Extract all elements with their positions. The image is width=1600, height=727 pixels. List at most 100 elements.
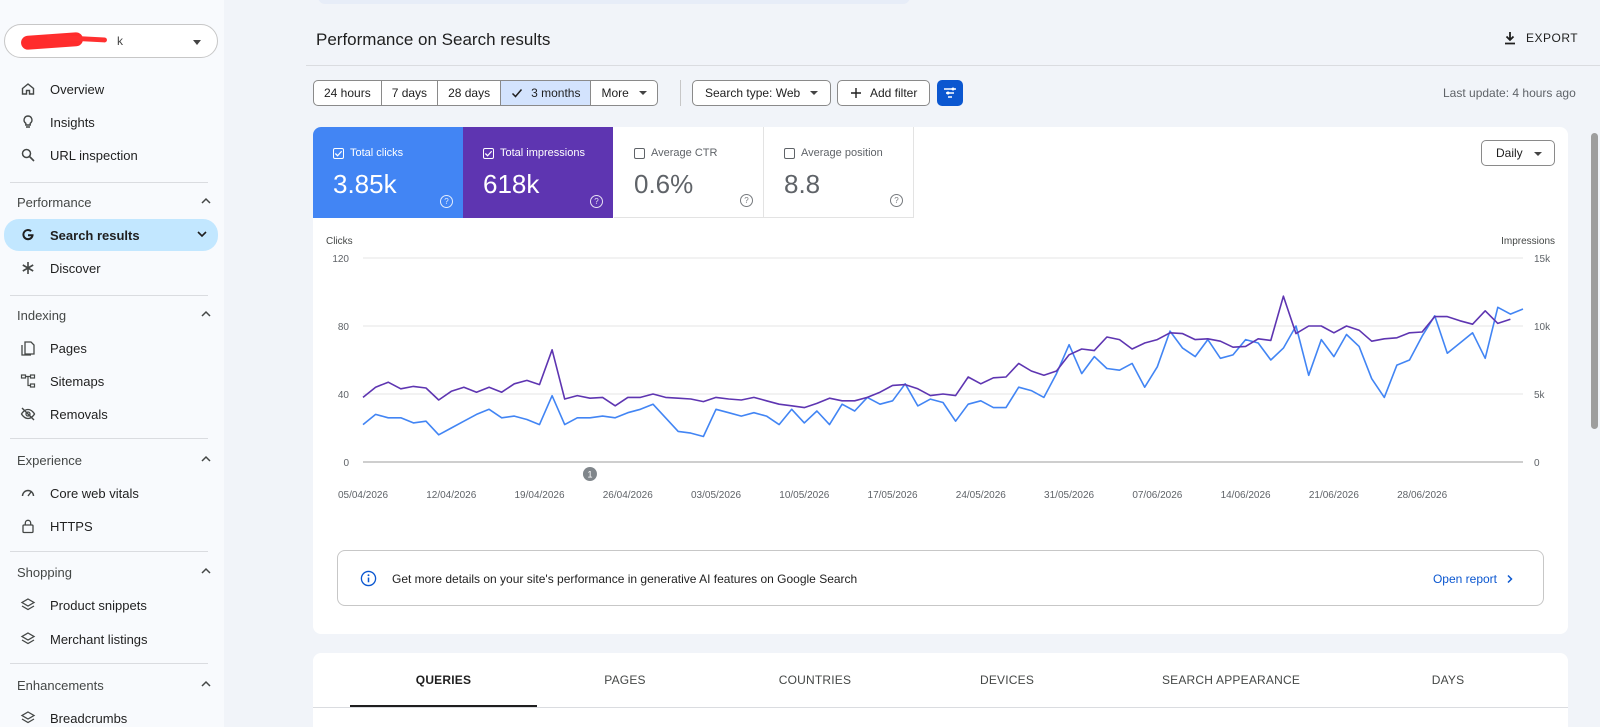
tab-queries[interactable]: QUERIES <box>415 673 472 687</box>
sidebar-item-label: Product snippets <box>50 597 147 613</box>
sidebar-item-label: Insights <box>50 114 95 130</box>
tab-countries[interactable]: COUNTRIES <box>778 673 852 687</box>
date-range-selector: 24 hours 7 days 28 days 3 months More <box>313 80 658 106</box>
layers-icon <box>20 631 36 647</box>
chevron-up-icon <box>200 565 212 580</box>
checkbox-checked-icon[interactable] <box>483 147 494 159</box>
info-icon <box>360 570 377 587</box>
sidebar-item-merchant-listings[interactable]: Merchant listings <box>4 624 218 654</box>
y-right-tick-label: 15k <box>1534 254 1551 265</box>
granularity-label: Daily <box>1496 146 1523 160</box>
chevron-up-icon <box>200 678 212 693</box>
chevron-right-icon <box>1507 574 1513 584</box>
section-shopping[interactable]: Shopping <box>17 565 212 580</box>
date-range-3-months[interactable]: 3 months <box>501 81 592 105</box>
annotation-label: 1 <box>587 470 592 480</box>
date-range-more[interactable]: More <box>591 81 656 105</box>
checkbox-unchecked-icon[interactable] <box>784 147 795 159</box>
date-range-label: 3 months <box>531 86 581 100</box>
asterisk-icon <box>20 260 36 276</box>
metric-total-impressions[interactable]: Total impressions 618k ? <box>463 127 613 218</box>
metric-label: Average position <box>801 147 883 159</box>
metric-label: Total clicks <box>350 147 404 159</box>
sidebar-item-label: Pages <box>50 340 87 356</box>
metric-value: 3.85k <box>333 169 397 199</box>
x-tick-label: 24/05/2026 <box>956 490 1006 501</box>
filter-settings-button[interactable] <box>937 80 963 106</box>
x-tick-label: 28/06/2026 <box>1397 490 1447 501</box>
tabs-divider <box>313 707 1568 708</box>
header-divider <box>306 65 1600 66</box>
chevron-down-icon <box>196 228 208 243</box>
x-tick-label: 14/06/2026 <box>1221 490 1271 501</box>
sidebar-item-core-web-vitals[interactable]: Core web vitals <box>4 478 218 508</box>
help-icon[interactable]: ? <box>890 194 903 207</box>
add-filter-button[interactable]: Add filter <box>837 80 931 106</box>
sidebar-item-overview[interactable]: Overview <box>4 74 218 104</box>
section-enhancements[interactable]: Enhancements <box>17 678 212 693</box>
sidebar-item-search-results[interactable]: Search results <box>4 219 218 251</box>
x-tick-label: 31/05/2026 <box>1044 490 1094 501</box>
lock-icon <box>20 518 36 534</box>
metric-average-position[interactable]: Average position 8.8 ? <box>764 127 914 218</box>
sidebar-item-url-inspection[interactable]: URL inspection <box>4 140 218 170</box>
section-experience[interactable]: Experience <box>17 453 212 468</box>
date-range-24-hours[interactable]: 24 hours <box>314 81 382 105</box>
help-icon[interactable]: ? <box>740 194 753 207</box>
sidebar-item-product-snippets[interactable]: Product snippets <box>4 590 218 620</box>
sidebar-divider <box>10 551 208 552</box>
check-icon <box>512 89 523 98</box>
metric-label: Total impressions <box>500 147 585 159</box>
search-type-filter[interactable]: Search type: Web <box>692 80 832 106</box>
scrollbar-thumb[interactable] <box>1591 133 1598 429</box>
sidebar-item-https[interactable]: HTTPS <box>4 511 218 541</box>
ai-features-banner: Get more details on your site's performa… <box>337 550 1544 606</box>
date-range-label: 28 days <box>448 86 491 100</box>
section-indexing[interactable]: Indexing <box>17 308 212 323</box>
download-icon <box>1505 32 1515 45</box>
clicks-series-line <box>362 306 1524 438</box>
pages-icon <box>20 340 36 356</box>
x-tick-label: 12/04/2026 <box>426 490 476 501</box>
section-title: Experience <box>17 453 83 468</box>
y-left-tick-label: 120 <box>332 254 349 265</box>
banner-text: Get more details on your site's performa… <box>392 572 858 586</box>
metric-total-clicks[interactable]: Total clicks 3.85k ? <box>313 127 463 218</box>
metric-average-ctr[interactable]: Average CTR 0.6% ? <box>614 127 764 218</box>
impressions-series-line <box>362 295 1511 409</box>
date-range-7-days[interactable]: 7 days <box>382 81 439 105</box>
tab-devices[interactable]: DEVICES <box>979 673 1035 687</box>
sidebar-item-pages[interactable]: Pages <box>4 333 218 363</box>
open-report-link[interactable]: Open report <box>1433 572 1515 586</box>
last-update-text: Last update: 4 hours ago <box>1443 86 1576 100</box>
annotation-marker <box>582 467 597 481</box>
search-icon <box>20 147 36 163</box>
sidebar-item-removals[interactable]: Removals <box>4 399 218 429</box>
page-title: Performance on Search results <box>316 30 551 49</box>
tab-pages[interactable]: PAGES <box>604 673 646 687</box>
chevron-down-icon <box>193 40 201 45</box>
export-button[interactable]: EXPORT <box>1502 30 1578 46</box>
help-icon[interactable]: ? <box>590 195 603 208</box>
sidebar-item-sitemaps[interactable]: Sitemaps <box>4 366 218 396</box>
sidebar-item-label: Breadcrumbs <box>50 710 128 726</box>
tab-search-appearance[interactable]: SEARCH APPEARANCE <box>1161 673 1301 687</box>
tab-days[interactable]: DAYS <box>1431 673 1465 687</box>
section-title: Shopping <box>17 565 72 580</box>
open-report-label: Open report <box>1432 572 1497 586</box>
dimension-tabs-card <box>313 653 1568 727</box>
sidebar-item-insights[interactable]: Insights <box>4 107 218 137</box>
y-left-tick-label: 0 <box>343 458 349 469</box>
google-g-icon <box>20 227 36 243</box>
eye-off-icon <box>20 406 36 422</box>
date-range-28-days[interactable]: 28 days <box>438 81 502 105</box>
x-tick-label: 03/05/2026 <box>691 490 741 501</box>
property-selector[interactable]: k <box>4 24 218 58</box>
checkbox-checked-icon[interactable] <box>333 147 344 159</box>
granularity-select[interactable]: Daily <box>1481 140 1555 166</box>
sidebar-item-breadcrumbs[interactable]: Breadcrumbs <box>4 703 218 727</box>
checkbox-unchecked-icon[interactable] <box>634 147 645 159</box>
help-icon[interactable]: ? <box>440 195 453 208</box>
section-performance[interactable]: Performance <box>17 195 212 210</box>
sidebar-item-discover[interactable]: Discover <box>4 253 218 283</box>
